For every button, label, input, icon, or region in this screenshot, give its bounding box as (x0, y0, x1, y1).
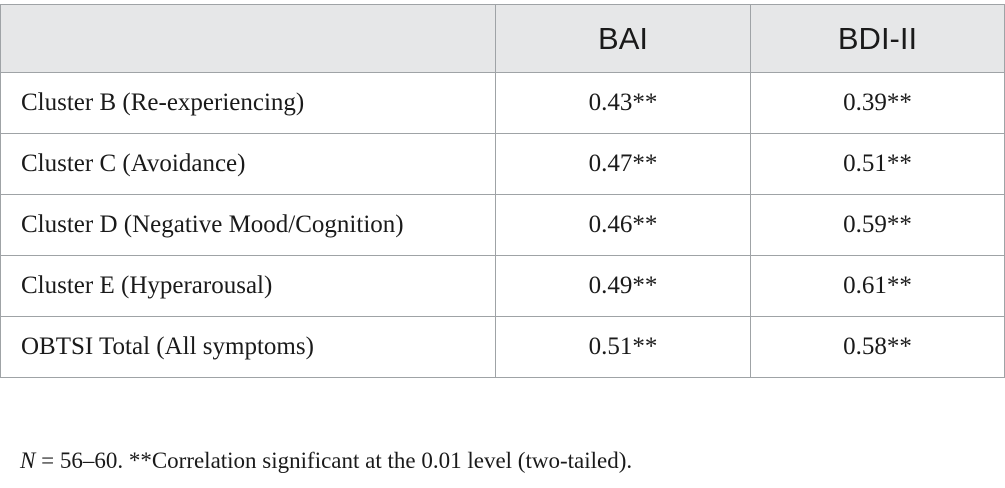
header-bdi-ii: BDI-II (750, 4, 1005, 73)
table-row: Cluster B (Re-experiencing) 0.43** 0.39*… (0, 72, 1005, 134)
table-footnote: N = 56–60. **Correlation significant at … (20, 448, 632, 474)
table-row: Cluster D (Negative Mood/Cognition) 0.46… (0, 194, 1005, 256)
row-label: OBTSI Total (All symptoms) (0, 316, 496, 378)
bai-value: 0.51** (495, 316, 751, 378)
table-row: Cluster C (Avoidance) 0.47** 0.51** (0, 133, 1005, 195)
header-bai: BAI (495, 4, 751, 73)
bdi-value: 0.51** (750, 133, 1005, 195)
row-label: Cluster B (Re-experiencing) (0, 72, 496, 134)
table-header: BAI BDI-II (0, 4, 1005, 73)
row-label: Cluster E (Hyperarousal) (0, 255, 496, 317)
bai-value: 0.49** (495, 255, 751, 317)
table-body: Cluster B (Re-experiencing) 0.43** 0.39*… (0, 72, 1005, 378)
row-label: Cluster D (Negative Mood/Cognition) (0, 194, 496, 256)
bai-value: 0.46** (495, 194, 751, 256)
table-row: Cluster E (Hyperarousal) 0.49** 0.61** (0, 255, 1005, 317)
bdi-value: 0.61** (750, 255, 1005, 317)
table-row: OBTSI Total (All symptoms) 0.51** 0.58** (0, 316, 1005, 378)
correlation-table-container: BAI BDI-II Cluster B (Re-experiencing) 0… (0, 4, 1005, 378)
header-empty-cell (0, 4, 496, 73)
bai-value: 0.43** (495, 72, 751, 134)
bdi-value: 0.59** (750, 194, 1005, 256)
bai-value: 0.47** (495, 133, 751, 195)
correlation-table: BAI BDI-II Cluster B (Re-experiencing) 0… (0, 4, 1005, 378)
row-label: Cluster C (Avoidance) (0, 133, 496, 195)
bdi-value: 0.58** (750, 316, 1005, 378)
header-row: BAI BDI-II (0, 4, 1005, 73)
footnote-n-symbol: N (20, 448, 36, 473)
footnote-text: = 56–60. **Correlation significant at th… (35, 448, 633, 473)
bdi-value: 0.39** (750, 72, 1005, 134)
